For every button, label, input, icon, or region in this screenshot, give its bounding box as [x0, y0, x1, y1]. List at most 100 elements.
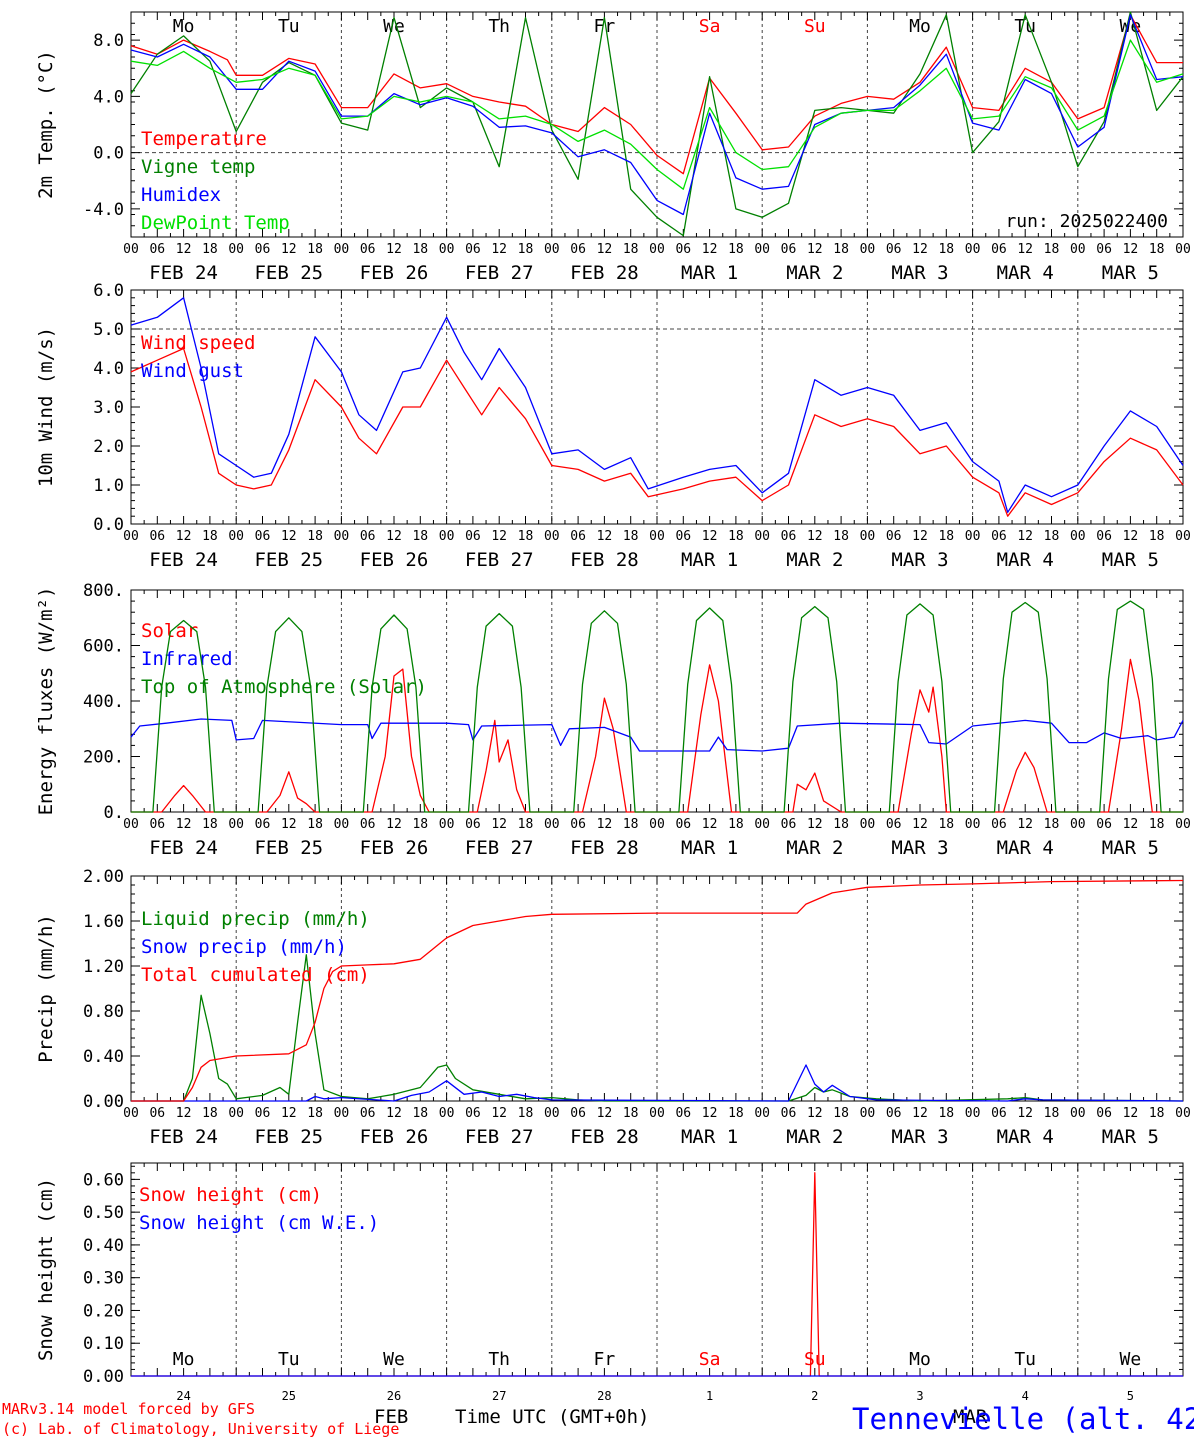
hour-tick-label: 12: [702, 242, 718, 257]
y-tick-label: 8.0: [93, 31, 124, 51]
day-number-label: 2: [811, 1389, 818, 1403]
hour-tick-label: 06: [781, 242, 797, 257]
hour-tick-label: 00: [334, 242, 350, 257]
hour-tick-label: 06: [465, 529, 481, 544]
y-tick-label: 3.0: [93, 398, 124, 418]
hour-tick-label: 18: [938, 817, 954, 832]
hour-tick-label: 00: [544, 529, 560, 544]
hour-tick-label: 00: [754, 817, 770, 832]
hour-tick-label: 12: [597, 529, 613, 544]
y-axis-label: 10m Wind (m/s): [35, 327, 57, 487]
hour-tick-label: 18: [307, 529, 323, 544]
hour-tick-label: 06: [465, 817, 481, 832]
series-line: [130, 347, 1184, 517]
hour-tick-label: 00: [544, 242, 560, 257]
hour-tick-label: 12: [1123, 242, 1139, 257]
hour-tick-label: 18: [307, 1106, 323, 1121]
hour-tick-label: 00: [228, 817, 244, 832]
y-tick-label: 4.0: [93, 87, 124, 107]
series-line: [131, 954, 1184, 1102]
hour-tick-label: 18: [412, 1106, 428, 1121]
legend-entry: Infrared: [141, 648, 233, 670]
hour-tick-label: 12: [491, 529, 507, 544]
hour-tick-label: 18: [412, 242, 428, 257]
hour-tick-label: 00: [123, 817, 139, 832]
y-tick-label: 1.20: [83, 957, 124, 977]
date-label: FEB 25: [254, 1126, 323, 1148]
weekday-label: Sa: [699, 1349, 721, 1370]
hour-tick-label: 12: [281, 1106, 297, 1121]
hour-tick-label: 00: [860, 529, 876, 544]
weekday-label: Mo: [909, 16, 931, 37]
date-label: FEB 28: [570, 262, 639, 284]
date-label: MAR 2: [786, 837, 843, 859]
hour-tick-label: 00: [1175, 529, 1191, 544]
y-axis-label: 2m Temp. (°C): [35, 50, 57, 199]
date-label: FEB 24: [149, 837, 218, 859]
date-label: FEB 26: [360, 549, 429, 571]
hour-tick-label: 06: [465, 242, 481, 257]
hour-tick-label: 06: [991, 529, 1007, 544]
hour-tick-label: 06: [991, 242, 1007, 257]
hour-tick-label: 12: [702, 529, 718, 544]
legend-entry: Liquid precip (mm/h): [141, 908, 370, 930]
hour-tick-label: 12: [1123, 1106, 1139, 1121]
hour-tick-label: 12: [1017, 242, 1033, 257]
date-label: FEB 27: [465, 262, 534, 284]
hour-tick-label: 00: [439, 242, 455, 257]
hour-tick-label: 00: [965, 817, 981, 832]
hour-tick-label: 00: [544, 817, 560, 832]
hour-tick-label: 00: [1175, 242, 1191, 257]
legend-entry: Snow height (cm): [139, 1184, 322, 1206]
hour-tick-label: 18: [202, 817, 218, 832]
hour-tick-label: 00: [439, 529, 455, 544]
series-line: [130, 14, 1184, 216]
weekday-label: Su: [804, 16, 826, 37]
hour-tick-label: 12: [597, 242, 613, 257]
hour-tick-label: 06: [570, 817, 586, 832]
hour-tick-label: 18: [728, 1106, 744, 1121]
hour-tick-label: 06: [570, 529, 586, 544]
weekday-label: Mo: [173, 1349, 195, 1370]
hour-tick-label: 06: [465, 1106, 481, 1121]
date-label: MAR 4: [997, 549, 1054, 571]
y-tick-label: 0.00: [83, 1092, 124, 1112]
hour-tick-label: 18: [1149, 529, 1165, 544]
series-line: [130, 39, 1184, 190]
hour-tick-label: 18: [938, 242, 954, 257]
legend-entry: Snow precip (mm/h): [141, 936, 347, 958]
hour-tick-label: 00: [123, 529, 139, 544]
hour-tick-label: 12: [491, 1106, 507, 1121]
hour-tick-label: 00: [123, 1106, 139, 1121]
hour-tick-label: 18: [728, 817, 744, 832]
date-label: FEB 25: [254, 549, 323, 571]
hour-tick-label: 18: [202, 529, 218, 544]
hour-tick-label: 00: [439, 817, 455, 832]
hour-tick-label: 12: [912, 1106, 928, 1121]
weekday-label: Fr: [594, 16, 616, 37]
y-tick-label: 400.: [83, 692, 124, 712]
hour-tick-label: 12: [386, 242, 402, 257]
hour-tick-label: 12: [1017, 529, 1033, 544]
date-label: MAR 3: [891, 262, 948, 284]
hour-tick-label: 18: [1044, 529, 1060, 544]
hour-tick-label: 00: [544, 1106, 560, 1121]
hour-tick-label: 18: [623, 1106, 639, 1121]
hour-tick-label: 18: [833, 817, 849, 832]
hour-tick-label: 00: [965, 1106, 981, 1121]
y-tick-label: 0.20: [83, 1301, 124, 1321]
hour-tick-label: 18: [412, 817, 428, 832]
weekday-label: Tu: [1014, 16, 1036, 37]
hour-tick-label: 18: [307, 242, 323, 257]
date-label: FEB 26: [360, 262, 429, 284]
hour-tick-label: 18: [938, 1106, 954, 1121]
hour-tick-label: 00: [1175, 1106, 1191, 1121]
hour-tick-label: 00: [439, 1106, 455, 1121]
hour-tick-label: 12: [281, 817, 297, 832]
hour-tick-label: 06: [149, 1106, 165, 1121]
weekday-label: Mo: [173, 16, 195, 37]
hour-tick-label: 18: [518, 817, 534, 832]
hour-tick-label: 12: [912, 529, 928, 544]
